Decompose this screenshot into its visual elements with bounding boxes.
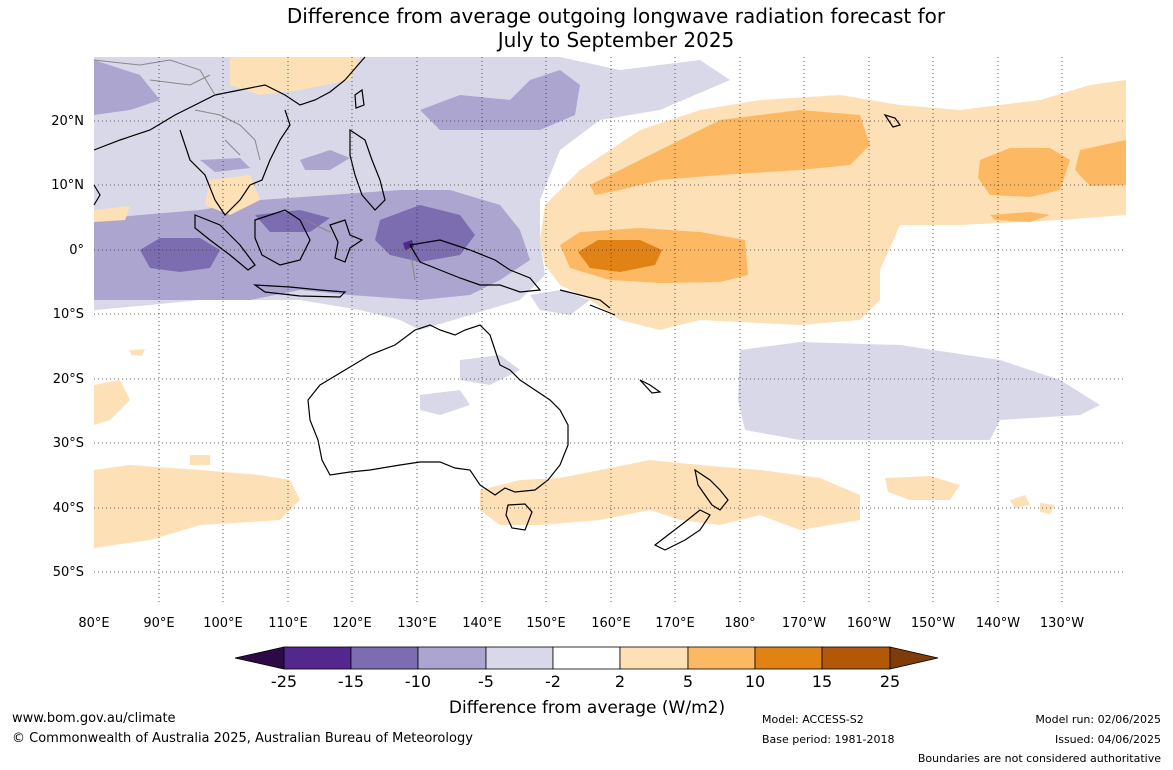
lat-label: 10°S (53, 307, 84, 322)
model-run-text: Model run: 02/06/2025 (1035, 713, 1161, 726)
colorbar-bin (283, 646, 352, 670)
colorbar: -25 -15 -10 -5 -2 2 5 10 15 25 Differenc… (234, 646, 939, 718)
colorbar-tick-label: -25 (271, 672, 297, 691)
map-title-line-2: July to September 2025 (497, 28, 735, 52)
colorbar-tick-label: -5 (478, 672, 494, 691)
lat-label: 0° (69, 243, 84, 258)
colorbar-bin (485, 646, 554, 670)
colorbar-bin (754, 646, 823, 670)
issued-text: Issued: 04/06/2025 (1054, 733, 1161, 746)
map-area (93, 56, 1126, 604)
colorbar-tick-label: -15 (338, 672, 364, 691)
new-caledonia (639, 379, 662, 394)
colorbar-bin (417, 646, 487, 670)
country-borders (93, 59, 416, 281)
colorbar-title: Difference from average (W/m2) (449, 698, 725, 718)
tasmania-coast (505, 503, 533, 531)
colorbar-bin (687, 646, 756, 670)
lat-label: 20°N (51, 114, 84, 129)
new-zealand-north (694, 468, 729, 511)
colorbar-tick-label: 2 (615, 672, 625, 691)
website-text: www.bom.gov.au/climate (12, 711, 176, 726)
lat-label: 30°S (53, 436, 84, 451)
colorbar-tick-label: -2 (545, 672, 561, 691)
colorbar-tick-label: -10 (405, 672, 431, 691)
lon-label: 150°W (911, 616, 955, 631)
mainland-asia-coast (93, 56, 366, 216)
graticule (94, 57, 1126, 604)
colorbar-tick-label: 10 (745, 672, 765, 691)
colorbar-extend-min (234, 646, 285, 670)
colorbar-bin (619, 646, 689, 670)
map-title: Difference from average outgoing longwav… (0, 4, 1173, 52)
colorbar-bin (350, 646, 419, 670)
colorbar-tick-label: 5 (683, 672, 693, 691)
australia-coast (307, 324, 569, 496)
colorbar-tick-label: 25 (880, 672, 900, 691)
lon-label: 160°E (591, 616, 631, 631)
lon-label: 140°W (976, 616, 1020, 631)
coastlines (93, 56, 901, 551)
taiwan-coast (354, 88, 365, 109)
lon-label: 180° (724, 616, 755, 631)
lat-label: 40°S (53, 501, 84, 516)
lat-label: 50°S (53, 565, 84, 580)
lon-label: 120°E (332, 616, 372, 631)
latitude-labels: 20°N 10°N 0° 10°S 20°S 30°S 40°S 50°S (51, 114, 84, 580)
lat-label: 10°N (51, 178, 84, 193)
lon-label: 170°E (655, 616, 695, 631)
anomaly-dark-purple-regions (140, 205, 475, 272)
sumatra-coast (194, 214, 256, 271)
colorbar-tick-label: 15 (812, 672, 832, 691)
new-zealand-south (653, 509, 711, 551)
colorbar-extend-max (889, 646, 939, 670)
longitude-labels: 80°E 90°E 100°E 110°E 120°E 130°E 140°E … (78, 616, 1084, 631)
lon-label: 90°E (143, 616, 174, 631)
borneo-coast (254, 209, 311, 266)
lon-label: 140°E (462, 616, 502, 631)
model-text: Model: ACCESS-S2 (762, 713, 864, 726)
lon-label: 170°W (782, 616, 826, 631)
hawaii-islands (883, 113, 901, 128)
colorbar-bin (821, 646, 891, 670)
india-coast (93, 184, 101, 206)
map-title-line-1: Difference from average outgoing longwav… (286, 4, 946, 28)
lat-label: 20°S (53, 372, 84, 387)
lon-label: 130°W (1040, 616, 1084, 631)
new-guinea-coast (409, 239, 542, 293)
lon-label: 80°E (78, 616, 109, 631)
sulawesi-coast (329, 219, 364, 263)
lon-label: 150°E (526, 616, 566, 631)
anomaly-dark-orange-region (578, 240, 662, 272)
copyright-text: © Commonwealth of Australia 2025, Austra… (12, 731, 473, 746)
colorbar-bin (552, 646, 621, 670)
philippines-coast (349, 128, 386, 211)
lon-label: 160°W (847, 616, 891, 631)
lon-label: 130°E (397, 616, 437, 631)
lon-label: 100°E (203, 616, 243, 631)
java-coast (252, 284, 347, 298)
base-period-text: Base period: 1981-2018 (762, 733, 895, 746)
lon-label: 110°E (268, 616, 308, 631)
disclaimer-text: Boundaries are not considered authoritat… (917, 752, 1161, 765)
